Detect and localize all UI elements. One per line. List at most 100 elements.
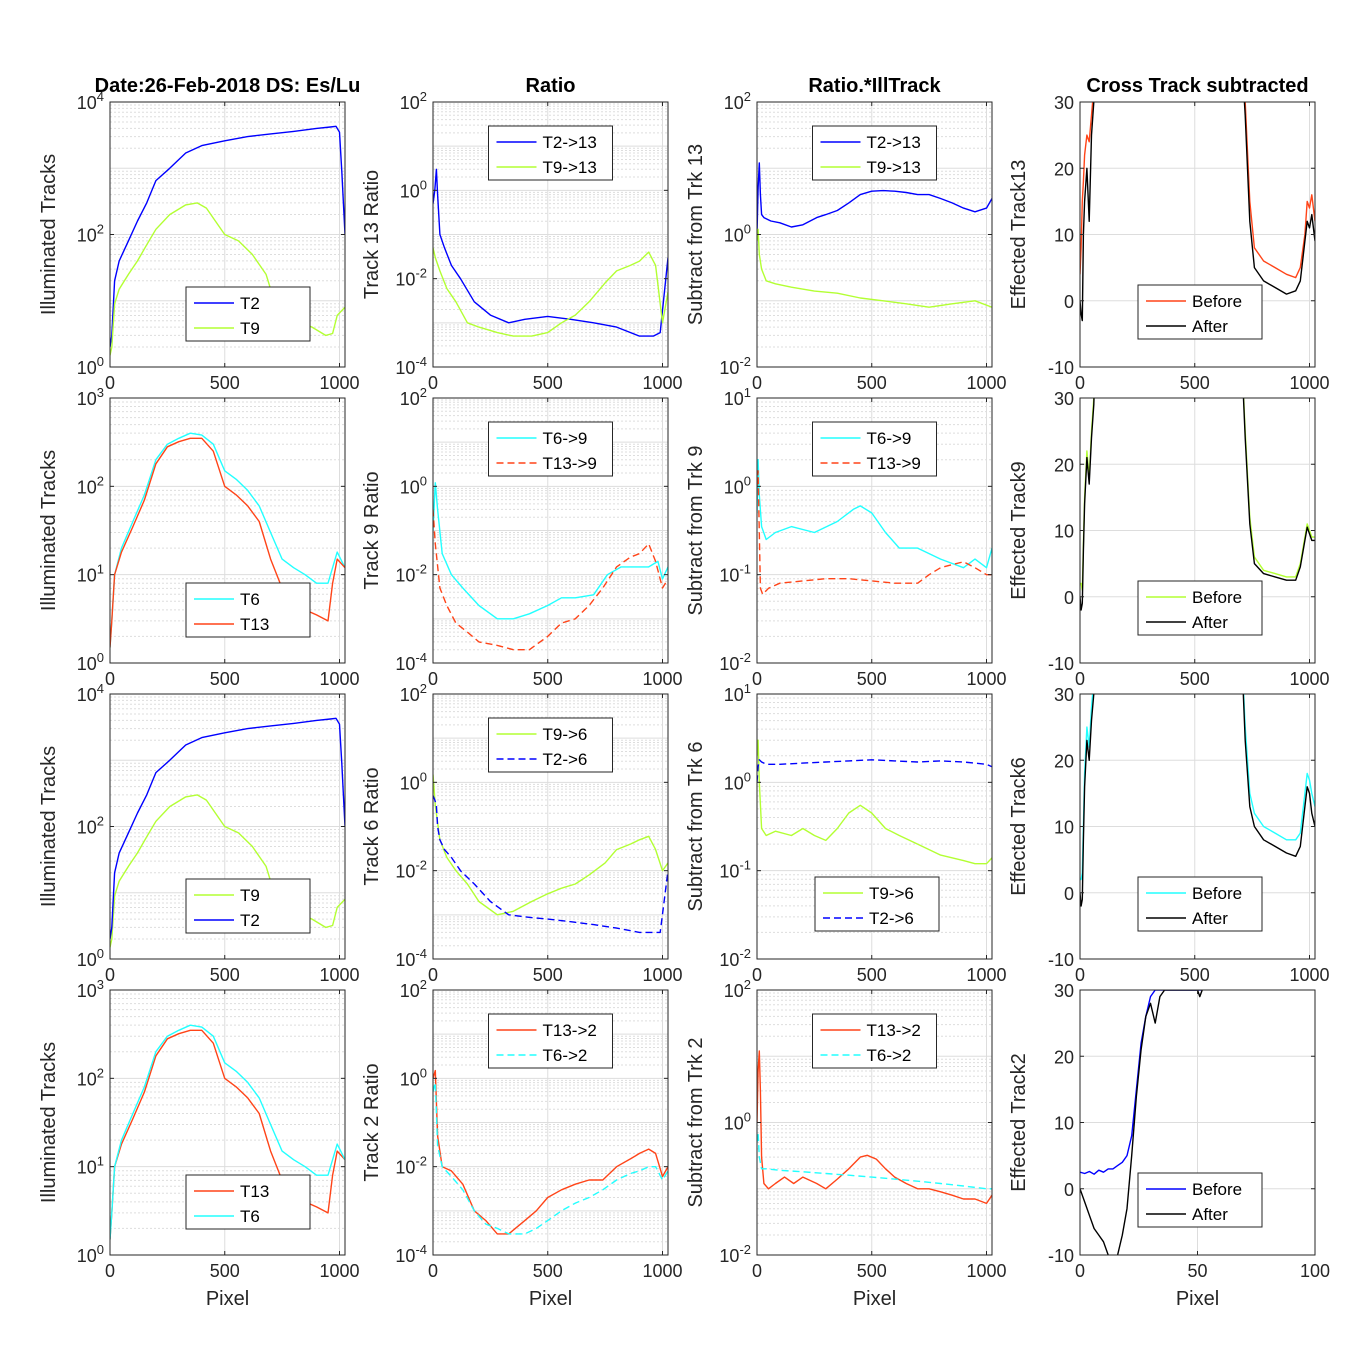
legend-box <box>185 1174 311 1230</box>
y-tick-label: 10-2 <box>395 562 427 586</box>
x-tick-label: 1000 <box>1289 373 1329 393</box>
series-group <box>1080 102 1315 322</box>
series-line-t2 <box>110 717 345 940</box>
y-tick-label: 10 <box>1054 226 1074 246</box>
legend-entry: T2 <box>240 294 260 313</box>
x-tick-label: 0 <box>428 1261 438 1281</box>
y-tick-label: 102 <box>77 222 104 246</box>
legend-entry: T13->9 <box>867 454 921 473</box>
x-tick-label: 0 <box>752 1261 762 1281</box>
series-group <box>433 168 668 337</box>
subplot-r1c1: 0 500 1000 10-4 10-2 100 102 Track 9 Ratio T6->9… <box>361 385 683 689</box>
series-group <box>757 739 992 865</box>
series-line-after <box>1080 694 1315 907</box>
y-tick-label: 0 <box>1064 884 1074 904</box>
x-tick-label: 0 <box>428 965 438 985</box>
series-line-t13-9 <box>757 470 992 595</box>
y-tick-label: 10-2 <box>719 354 751 378</box>
subplot-r1c0: 0 500 1000 100 101 102 103 Illuminated Tracks T6… <box>38 385 360 689</box>
y-tick-label: 101 <box>77 1154 104 1178</box>
series-line-t2-6 <box>757 759 992 783</box>
series-group <box>433 482 668 651</box>
x-tick-label: 0 <box>1075 1261 1085 1281</box>
legend-entry: After <box>1192 1205 1228 1224</box>
x-tick-label: 0 <box>428 373 438 393</box>
y-tick-label: 102 <box>77 473 104 497</box>
series-line-t2-6 <box>433 795 668 934</box>
subplot-r1c2: 0 500 1000 10-2 10-1 100 101 Subtract from Trk … <box>685 385 1007 689</box>
legend-entry: Before <box>1192 588 1242 607</box>
x-tick-label: 500 <box>1180 669 1210 689</box>
y-tick-label: 30 <box>1054 93 1074 113</box>
legend-entry: T9->6 <box>869 884 914 903</box>
x-tick-label: 0 <box>1075 965 1085 985</box>
series-line-after <box>1080 990 1203 1255</box>
x-tick-label: 0 <box>105 965 115 985</box>
subplot-r3c2: 0 500 1000 10-2 100 102 Subtract from Trk 2 Pix… <box>685 977 1007 1310</box>
series-group <box>757 1050 992 1205</box>
legend-box <box>812 1013 937 1069</box>
legend-box <box>1137 580 1263 636</box>
legend: T9->6 T2->6 <box>488 717 613 773</box>
legend-box <box>488 421 613 477</box>
legend: Before After <box>1137 876 1263 932</box>
y-tick-label: 104 <box>77 681 104 705</box>
y-tick-label: 102 <box>400 977 427 1001</box>
legend: T2->13 T9->13 <box>488 125 613 181</box>
x-tick-label: 1000 <box>642 1261 682 1281</box>
y-tick-label: 104 <box>77 89 104 113</box>
y-tick-label: 100 <box>400 1065 427 1089</box>
subplot-title: Date:26-Feb-2018 DS: Es/Lu <box>95 75 361 97</box>
y-tick-label: 100 <box>400 769 427 793</box>
y-tick-label: 20 <box>1054 1047 1074 1067</box>
y-tick-label: 100 <box>724 1110 751 1134</box>
legend-entry: T9->13 <box>543 158 597 177</box>
x-tick-label: 1000 <box>966 669 1006 689</box>
y-tick-label: 10 <box>1054 522 1074 542</box>
series-group <box>433 1069 668 1235</box>
y-tick-label: 10-4 <box>395 650 427 674</box>
legend-entry: T6->2 <box>867 1046 912 1065</box>
legend-box <box>488 125 613 181</box>
series-line-t2-13 <box>433 168 668 337</box>
legend-entry: After <box>1192 317 1228 336</box>
legend-entry: After <box>1192 909 1228 928</box>
legend: T6->9 T13->9 <box>488 421 613 477</box>
axes-box <box>756 397 993 664</box>
legend-entry: T13->2 <box>867 1021 921 1040</box>
legend-entry: T6->9 <box>867 429 912 448</box>
series-group <box>1080 990 1203 1255</box>
legend-entry: Before <box>1192 1180 1242 1199</box>
x-tick-label: 0 <box>752 965 762 985</box>
y-tick-label: 10-2 <box>395 858 427 882</box>
y-tick-label: 100 <box>400 473 427 497</box>
x-tick-label: 0 <box>1075 669 1085 689</box>
legend-entry: After <box>1192 613 1228 632</box>
y-tick-label: 101 <box>77 562 104 586</box>
legend: T13->2 T6->2 <box>488 1013 613 1069</box>
y-tick-label: 102 <box>400 681 427 705</box>
legend-box <box>814 876 940 932</box>
x-tick-label: 500 <box>210 965 240 985</box>
x-tick-label: 500 <box>210 1261 240 1281</box>
axes-box <box>109 397 346 664</box>
y-tick-label: 100 <box>400 177 427 201</box>
subplot-title: Cross Track subtracted <box>1086 75 1308 97</box>
axes-box <box>756 693 993 960</box>
y-axis-label: Effected Track2 <box>1008 1053 1030 1192</box>
legend-entry: T2->6 <box>869 909 914 928</box>
series-group <box>110 1024 345 1240</box>
y-axis-label: Track 13 Ratio <box>361 170 383 299</box>
x-tick-label: 50 <box>1187 1261 1207 1281</box>
y-tick-label: 100 <box>724 473 751 497</box>
y-tick-label: -10 <box>1048 358 1074 378</box>
series-group <box>110 432 345 648</box>
y-tick-label: 20 <box>1054 159 1074 179</box>
y-tick-label: 30 <box>1054 981 1074 1001</box>
y-axis-label: Subtract from Trk 6 <box>685 741 707 911</box>
x-tick-label: 1000 <box>319 669 359 689</box>
y-axis-label: Track 9 Ratio <box>361 471 383 589</box>
